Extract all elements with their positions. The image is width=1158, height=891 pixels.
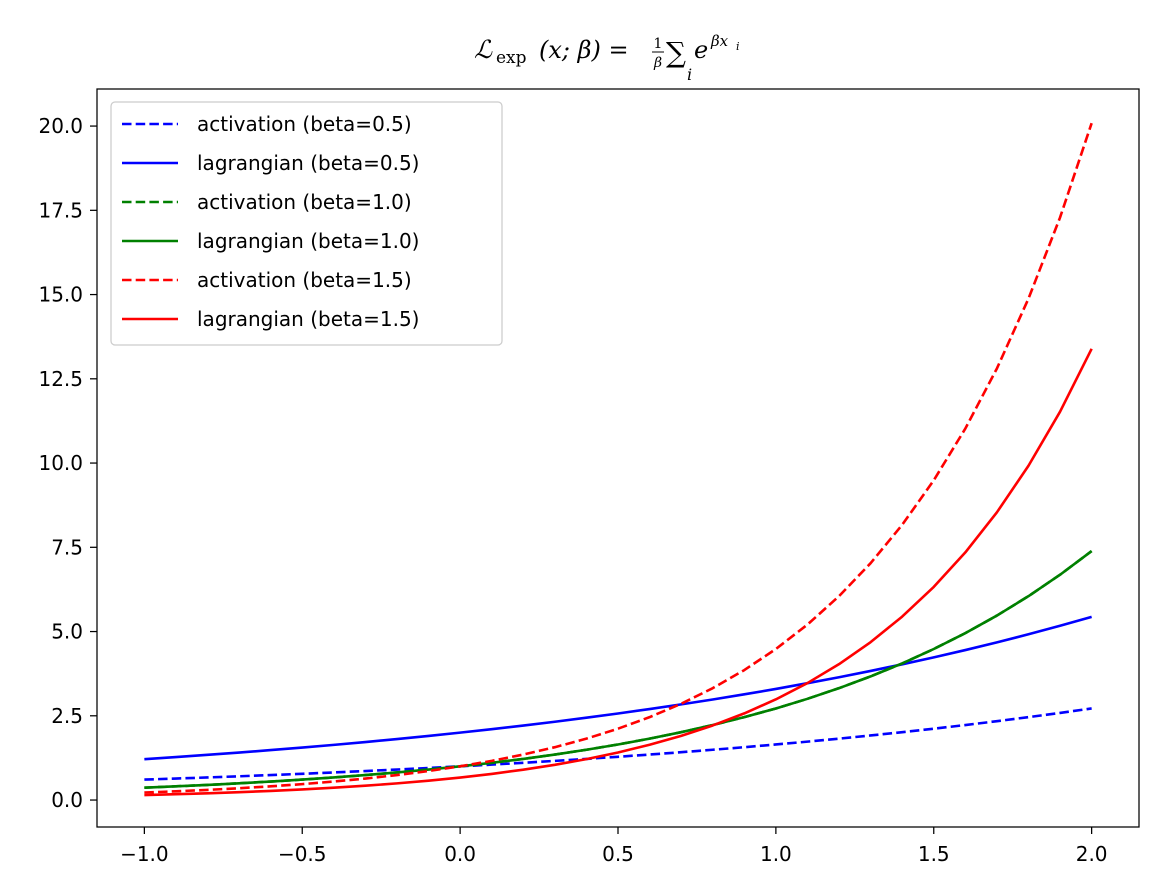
title-base: e: [694, 36, 708, 64]
series-line-5: [144, 348, 1093, 797]
plot-lines: [144, 122, 1093, 797]
title-subscript: exp: [496, 48, 527, 68]
title-script-l: ℒ: [474, 35, 493, 64]
series-line-3: [144, 550, 1093, 789]
legend-label-1: lagrangian (beta=0.5): [197, 151, 419, 175]
x-axis: −1.0 −0.5 0.0 0.5 1.0 1.5 2.0: [120, 827, 1108, 866]
y-tick-label: 5.0: [51, 620, 83, 644]
series-line-1: [144, 615, 1092, 761]
y-tick-label: 0.0: [51, 788, 83, 812]
legend-label-3: lagrangian (beta=1.0): [197, 229, 419, 253]
x-tick-label: 1.5: [918, 842, 950, 866]
legend-label-5: lagrangian (beta=1.5): [197, 307, 419, 331]
legend: activation (beta=0.5) lagrangian (beta=0.…: [110, 101, 503, 346]
y-tick-label: 7.5: [51, 535, 83, 559]
chart-title: ℒ exp (x; β) = 1 β ∑ i e βx i: [474, 32, 740, 84]
y-tick-label: 2.5: [51, 704, 83, 728]
y-tick-label: 17.5: [38, 198, 83, 222]
title-sum-index: i: [687, 65, 692, 84]
legend-label-0: activation (beta=0.5): [197, 112, 412, 136]
y-axis: 0.0 2.5 5.0 7.5 10.0 12.5 15.0 17.5 20.0: [38, 114, 97, 812]
x-tick-label: 1.0: [760, 842, 792, 866]
legend-label-2: activation (beta=1.0): [197, 190, 412, 214]
y-tick-label: 20.0: [38, 114, 83, 138]
title-sum: ∑: [666, 36, 686, 69]
y-tick-label: 10.0: [38, 451, 83, 475]
x-tick-label: −1.0: [120, 842, 169, 866]
series-line-0: [144, 707, 1092, 781]
y-tick-label: 12.5: [38, 367, 83, 391]
title-frac-den: β: [653, 55, 662, 71]
x-tick-label: 0.5: [602, 842, 634, 866]
y-tick-label: 15.0: [38, 283, 83, 307]
legend-box: [110, 101, 503, 346]
title-args: (x; β) =: [539, 36, 629, 64]
series-line-4: [144, 122, 1093, 794]
x-tick-label: −0.5: [278, 842, 327, 866]
x-tick-label: 2.0: [1076, 842, 1108, 866]
title-exponent: βx: [710, 32, 729, 50]
title-frac-num: 1: [654, 36, 663, 52]
title-exponent-sub: i: [736, 40, 740, 53]
x-tick-label: 0.0: [444, 842, 476, 866]
legend-label-4: activation (beta=1.5): [197, 268, 412, 292]
